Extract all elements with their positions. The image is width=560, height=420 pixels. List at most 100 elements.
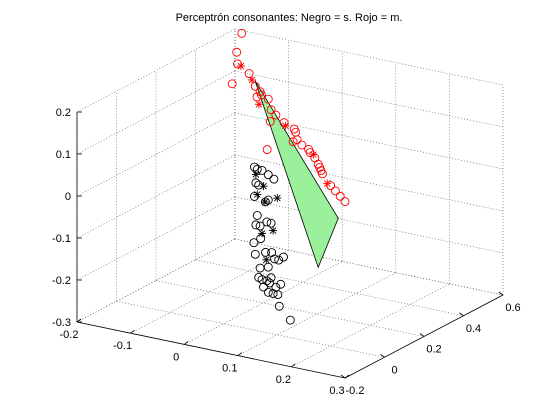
axes-layer	[76, 111, 504, 379]
star-stroke	[248, 76, 256, 84]
data-point-star	[258, 229, 267, 238]
data-point-circle	[267, 248, 277, 257]
y-tick-mark	[419, 333, 425, 337]
data-point-circle	[237, 28, 247, 38]
data-point-circle	[266, 218, 276, 228]
data-point-circle	[274, 301, 284, 311]
data-point-circle	[270, 254, 279, 264]
x-tick-mark	[344, 374, 350, 379]
y-tick-mark	[498, 291, 504, 296]
data-point-circle	[233, 59, 242, 69]
data-point-circle	[250, 81, 260, 91]
data-point-star	[260, 198, 269, 207]
star-stroke	[273, 194, 281, 202]
x-tick-label: -0.1	[113, 340, 132, 352]
data-point-circle	[285, 315, 295, 325]
tick-layer: 0.3 0.2 0.1 0 -0.1 -0.2 -0.2 0 0.2 0.4 0.6 0.2 0.1 0 -…	[52, 107, 521, 397]
data-point-star	[323, 179, 332, 188]
star-stroke	[255, 100, 263, 108]
x-tick-mark	[291, 363, 296, 368]
data-layer	[227, 28, 350, 325]
data-point-circle	[263, 262, 273, 272]
y-tick-mark	[340, 374, 346, 379]
x-tick-label: -0.2	[60, 329, 79, 341]
z-tick-label: 0.2	[56, 107, 71, 119]
data-point-circle	[251, 178, 261, 188]
star-stroke	[262, 256, 270, 264]
data-point-circle	[252, 92, 262, 102]
back-wall-grid-z	[234, 196, 504, 254]
x-tick-mark	[76, 318, 82, 323]
data-point-circle	[227, 79, 237, 89]
back-wall-grid-z	[234, 154, 504, 212]
x-axis-line	[76, 321, 346, 379]
x-tick-mark	[183, 341, 189, 345]
star-stroke	[310, 151, 317, 159]
data-point-circle	[268, 289, 278, 298]
data-point-circle	[271, 110, 281, 120]
data-point-circle	[288, 137, 298, 147]
data-point-circle	[263, 287, 273, 297]
data-point-circle	[326, 181, 336, 190]
y-tick-mark	[459, 312, 464, 317]
star-stroke	[261, 198, 269, 206]
chart-title: Perceptrón consonantes: Negro = s. Rojo …	[176, 12, 403, 24]
data-point-circle	[250, 249, 260, 259]
data-point-circle	[289, 124, 299, 134]
grid-layer	[76, 28, 504, 379]
data-point-star	[247, 75, 256, 84]
floor-grid-y	[234, 238, 504, 296]
x-tick-label: 0.1	[222, 363, 237, 375]
data-point-circle	[255, 263, 265, 273]
x-tick-label: 0.3	[329, 385, 344, 397]
data-point-circle	[304, 144, 314, 154]
star-stroke	[269, 227, 277, 234]
z-tick-label: -0.2	[52, 275, 71, 287]
star-stroke	[253, 191, 261, 198]
data-point-circle	[276, 279, 286, 289]
data-point-circle	[249, 238, 259, 248]
data-point-circle	[250, 192, 259, 201]
data-point-circle	[250, 162, 259, 172]
data-point-circle	[263, 170, 273, 180]
y-tick-mark	[380, 353, 385, 358]
data-point-circle	[279, 252, 288, 262]
data-point-circle	[263, 94, 273, 104]
star-stroke	[260, 182, 267, 190]
decision-plane	[254, 80, 339, 269]
data-point-circle	[261, 247, 270, 257]
x-tick-mark	[130, 329, 135, 334]
data-point-circle	[257, 165, 267, 175]
data-point-circle	[262, 217, 272, 227]
data-point-circle	[259, 282, 268, 292]
y-tick-label: -0.2	[346, 385, 365, 397]
floor-grid-y	[195, 259, 464, 317]
data-point-circle	[266, 105, 276, 115]
data-point-star	[251, 170, 260, 179]
back-wall-grid-z	[234, 28, 504, 86]
data-point-star	[309, 150, 318, 159]
y-tick-label: 0.2	[426, 344, 441, 356]
x-tick-label: 0	[173, 351, 179, 363]
data-point-circle	[232, 47, 242, 57]
data-point-star	[254, 100, 263, 109]
data-point-circle	[273, 290, 283, 300]
x-tick-mark	[237, 352, 243, 356]
z-tick-label: -0.3	[52, 317, 71, 329]
data-point-star	[281, 121, 290, 130]
data-point-circle	[335, 191, 345, 201]
data-point-circle	[262, 145, 272, 155]
z-tick-label: 0.1	[56, 149, 71, 161]
data-point-circle	[252, 211, 262, 220]
star-stroke	[237, 62, 245, 70]
x-tick-label: 0.2	[276, 374, 291, 386]
data-point-star	[236, 62, 245, 71]
star-stroke	[323, 180, 331, 187]
data-point-circle	[271, 282, 281, 292]
data-point-star	[253, 190, 262, 199]
data-point-circle	[330, 186, 340, 196]
data-point-circle	[263, 195, 273, 205]
data-point-star	[262, 255, 271, 264]
star-stroke	[282, 122, 289, 130]
